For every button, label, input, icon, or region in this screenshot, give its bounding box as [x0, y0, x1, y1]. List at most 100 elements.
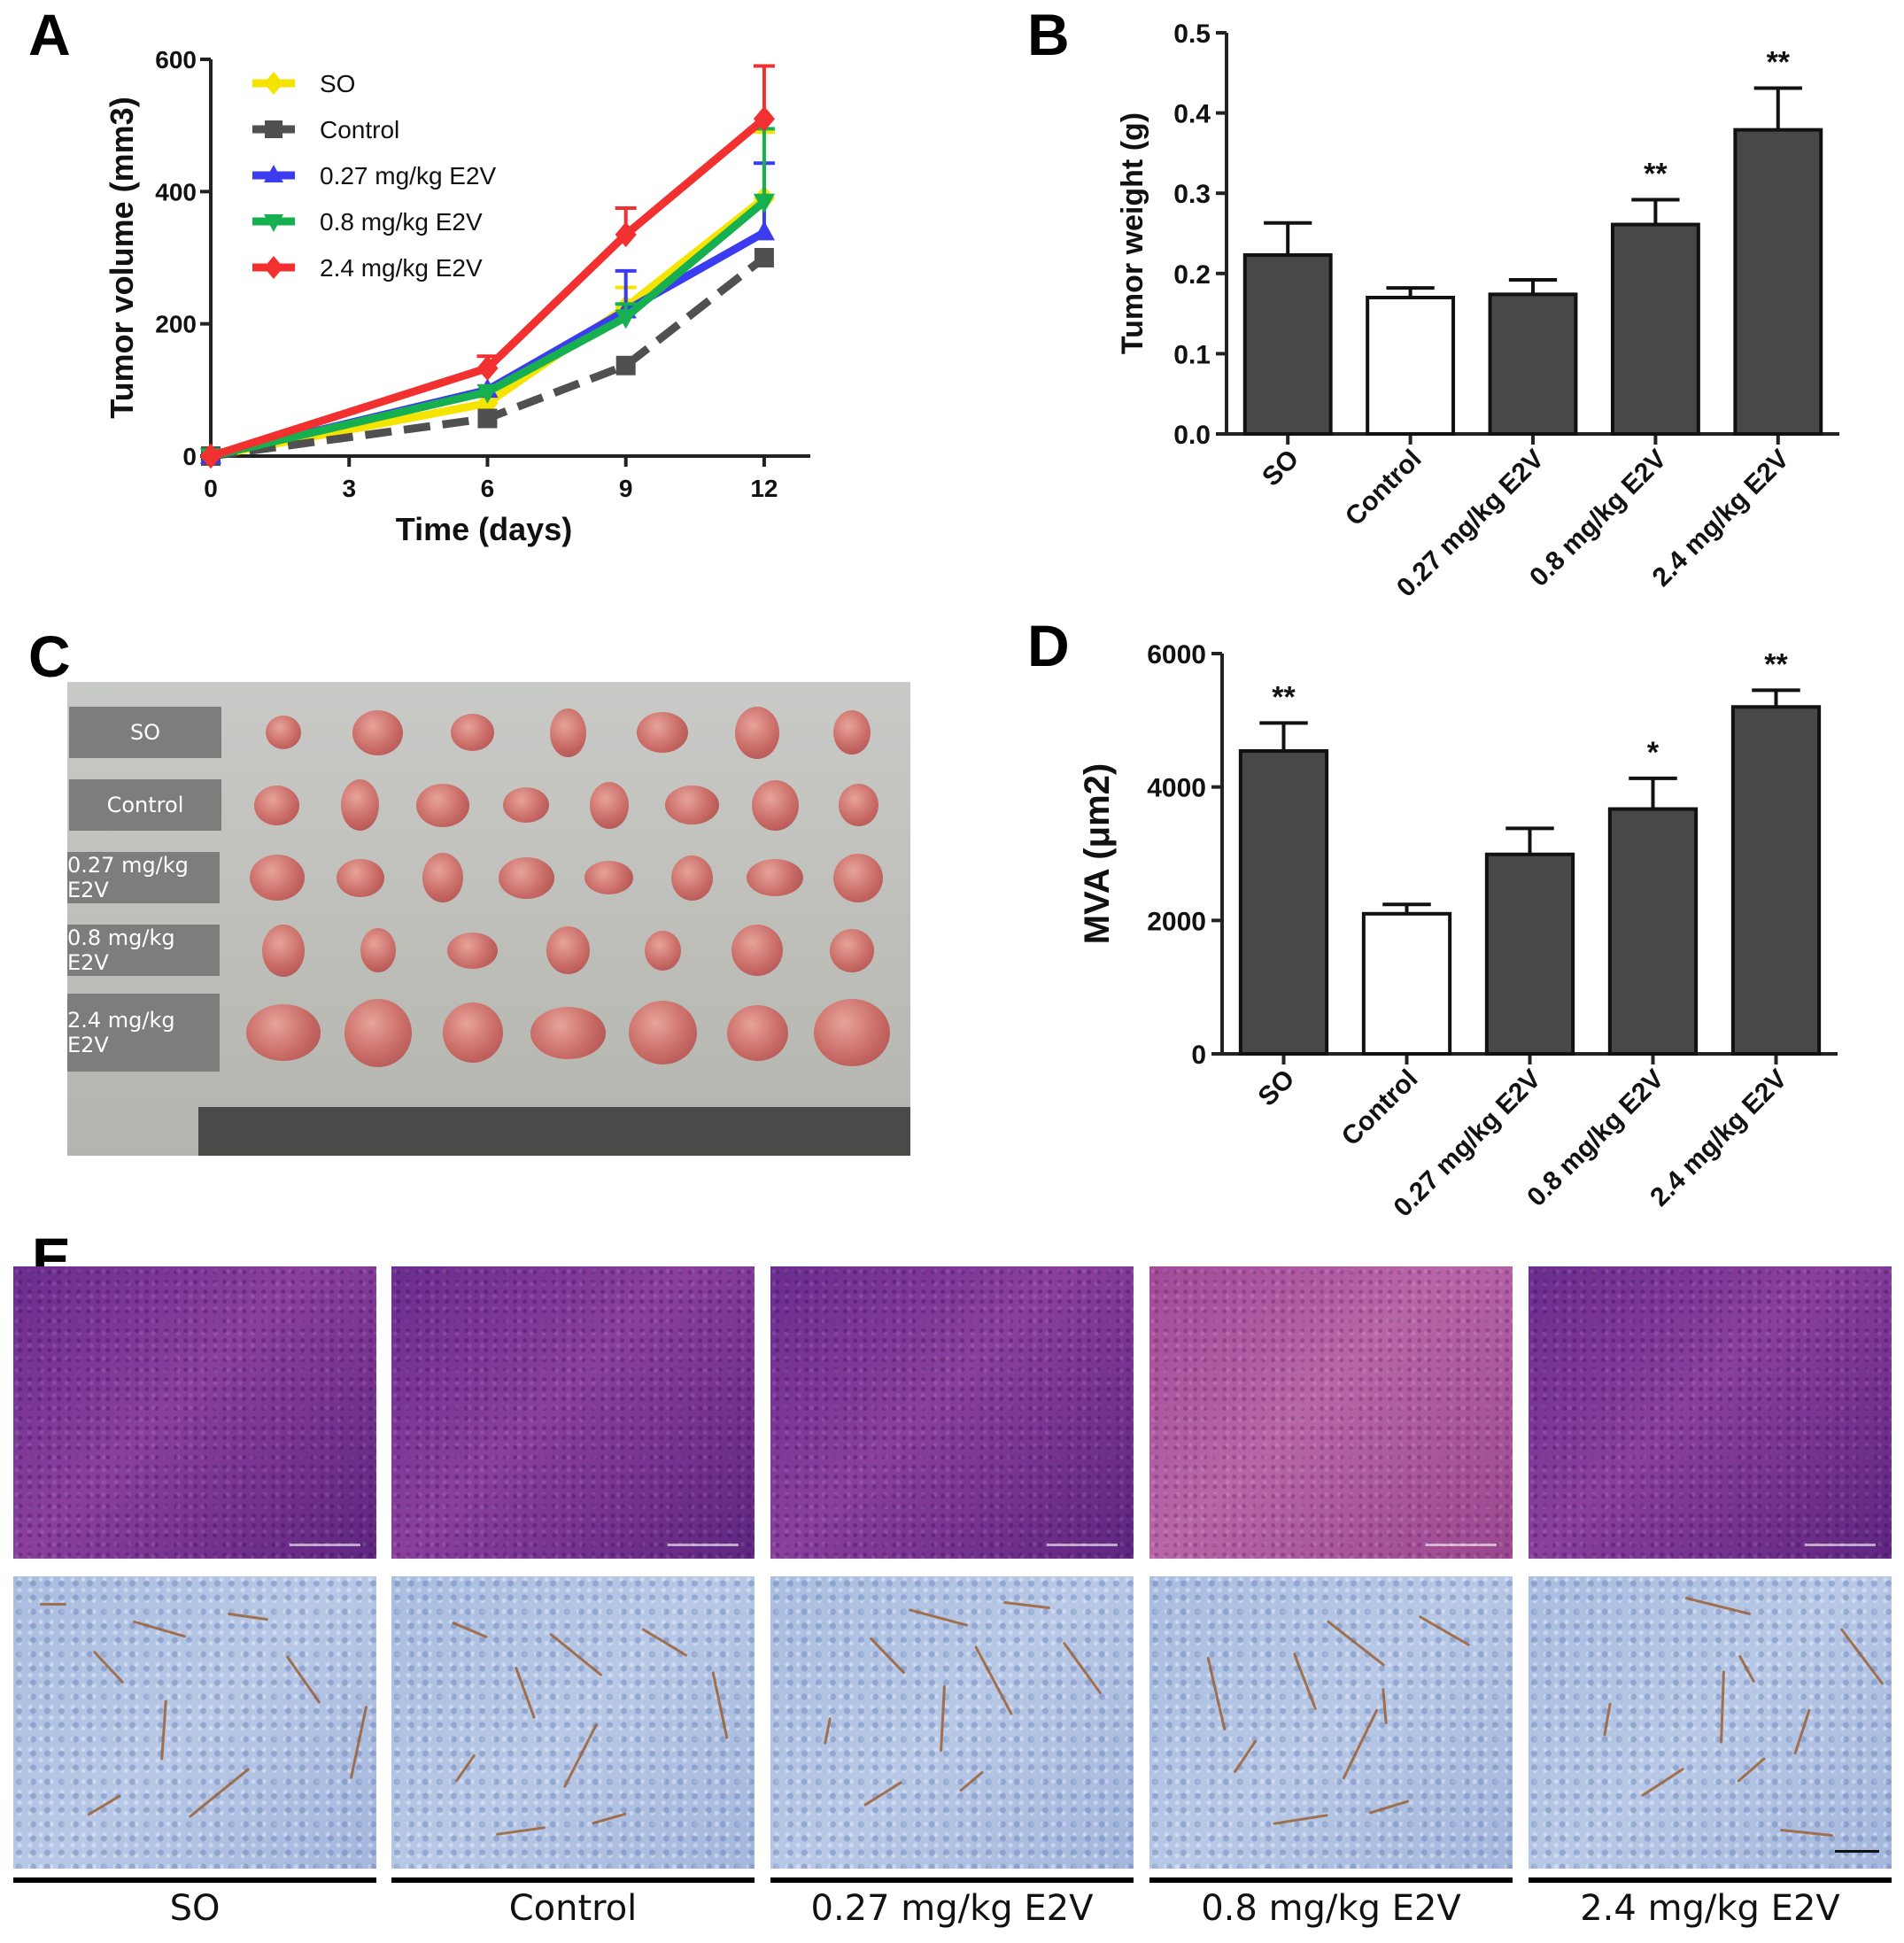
data-point [754, 248, 774, 267]
tumor-specimen [265, 716, 301, 749]
microvessel [92, 1650, 125, 1684]
tumor-specimen [416, 783, 470, 827]
tumor-specimen [344, 998, 412, 1067]
microvessel [514, 1666, 537, 1720]
bar [1484, 852, 1575, 1056]
y-tick-label: 0 [1191, 1041, 1206, 1070]
he-stain-image [1149, 1266, 1513, 1559]
group-label: 2.4 mg/kg E2V [1580, 1888, 1840, 1929]
photo-row-label: 0.27 mg/kg E2V [67, 852, 220, 903]
tumor-specimen [747, 859, 804, 896]
microvessel [1603, 1702, 1612, 1737]
photo-row-label: Control [69, 779, 221, 831]
tumor-specimen [451, 714, 495, 751]
x-tick-label: 9 [619, 475, 633, 502]
microvessel [87, 1794, 121, 1816]
microvessel [824, 1716, 832, 1746]
microvessel [1003, 1600, 1050, 1610]
tumor-specimen [637, 712, 689, 753]
microvessel [1233, 1739, 1258, 1774]
x-tick-label: 12 [750, 475, 778, 502]
legend-entry: 0.8 mg/kg E2V [252, 208, 483, 236]
photo-row-label: 2.4 mg/kg E2V [67, 994, 220, 1072]
tumor-specimen [665, 786, 720, 824]
microvessel [1738, 1654, 1756, 1684]
y-tick-label: 600 [155, 46, 197, 74]
microvessel [228, 1612, 268, 1622]
scale-bar [1426, 1544, 1497, 1546]
significance-label: ** [1764, 647, 1788, 681]
series-line [209, 115, 767, 461]
group-underline [391, 1877, 755, 1883]
y-tick-label: 4000 [1147, 774, 1206, 803]
x-tick-label: 3 [342, 475, 356, 502]
data-point [476, 355, 499, 381]
legend-label: 0.27 mg/kg E2V [320, 162, 497, 190]
x-axis-title: Time (days) [396, 511, 572, 547]
tumor-specimen [498, 856, 554, 899]
legend-label: 0.8 mg/kg E2V [320, 208, 483, 236]
x-tick-label: SO [1252, 1064, 1300, 1112]
bar-group [1488, 278, 1578, 436]
axes-a [200, 58, 810, 467]
microvessel [974, 1645, 1013, 1716]
tumor-specimen [352, 709, 404, 755]
y-tick-label: 0.3 [1173, 180, 1211, 209]
y-axis-title: Tumor weight (g) [1116, 112, 1149, 354]
panel-b-bar-chart: B 0.0 0.1 0.2 0.3 0.4 0.5 Tumor weight (g) SO Con… [1027, 2, 1839, 603]
bar-group [1366, 286, 1456, 437]
bar [1361, 911, 1452, 1056]
cd31-ihc-image [770, 1576, 1134, 1869]
bar-group [1610, 197, 1700, 436]
panel-letter: D [1027, 613, 1070, 678]
photo-row-label: SO [69, 707, 221, 758]
bar [1488, 292, 1578, 436]
photo-row-label: 0.8 mg/kg E2V [67, 925, 220, 976]
bar [1607, 807, 1699, 1056]
microvessel [1720, 1670, 1725, 1744]
legend-label: 2.4 mg/kg E2V [320, 254, 483, 282]
tumor-specimen [671, 855, 714, 901]
tumor-specimen [442, 1002, 503, 1063]
significance-label: ** [1644, 157, 1668, 190]
group-label: SO [169, 1888, 221, 1929]
group-label: Control [508, 1888, 638, 1929]
group-underline [770, 1877, 1134, 1883]
data-point [477, 408, 498, 429]
x-tick-label: Control [1340, 445, 1428, 532]
tumor-specimen [838, 784, 878, 826]
bar-group [1484, 826, 1575, 1056]
cd31-ihc-image [391, 1576, 755, 1869]
scale-bar [1835, 1850, 1879, 1853]
microvessel [562, 1722, 599, 1789]
panel-a-letter: A [28, 2, 71, 67]
data-point [753, 193, 776, 213]
microvessel [549, 1632, 603, 1677]
tumor-specimen [584, 861, 634, 894]
tumor-specimen [245, 1004, 321, 1061]
microvessel [940, 1684, 946, 1753]
y-tick-label: 2000 [1147, 907, 1206, 936]
microvessel [188, 1767, 251, 1819]
ruler [198, 1107, 910, 1156]
bar [1366, 295, 1456, 437]
he-stain-image [391, 1266, 755, 1559]
y-tick-label: 0.5 [1173, 19, 1211, 49]
data-point [199, 443, 222, 469]
microvessel [1418, 1614, 1471, 1647]
group-underline [1149, 1877, 1513, 1883]
y-tick-label: 400 [155, 178, 197, 205]
microvessel [1640, 1767, 1685, 1798]
microvessel [160, 1699, 167, 1761]
tumor-specimen [589, 781, 629, 829]
cd31-ihc-image [1529, 1576, 1892, 1869]
microvessel [1368, 1800, 1410, 1815]
tumor-specimen [833, 710, 871, 755]
tumor-specimen [549, 708, 586, 757]
bar [1238, 748, 1329, 1056]
microvessel [454, 1753, 476, 1783]
microvessel [1684, 1596, 1752, 1616]
he-stain-image [13, 1266, 376, 1559]
bar [1733, 128, 1823, 436]
